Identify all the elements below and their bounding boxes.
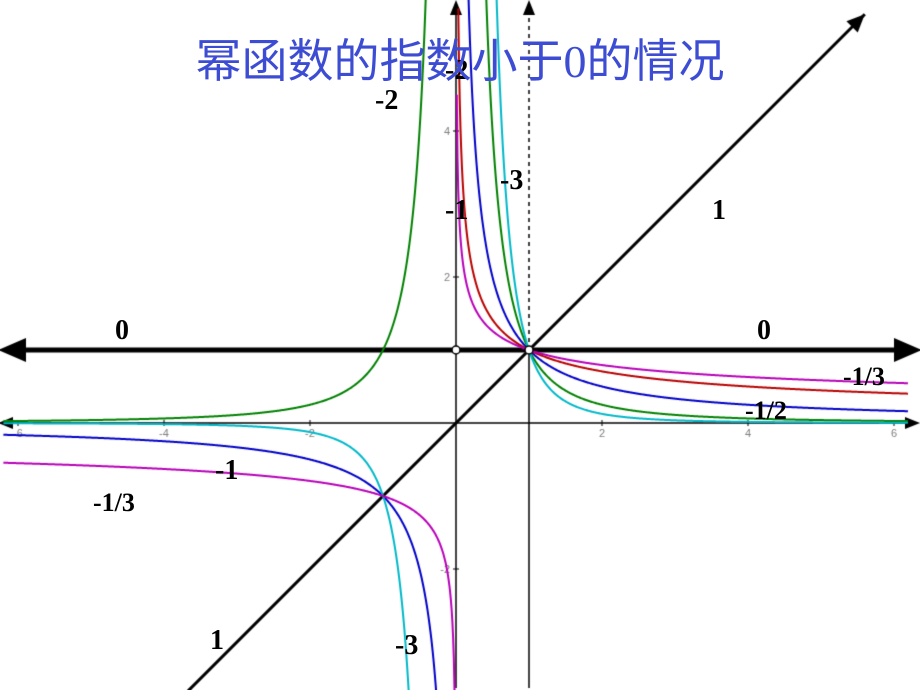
curve-label: 0 <box>115 315 129 347</box>
curve-label: 1 <box>210 625 224 657</box>
curve-label: -1 <box>215 455 238 487</box>
curve-label: -3 <box>395 630 418 662</box>
curve-label: -1/3 <box>93 488 135 518</box>
curve-label: 1 <box>712 195 726 227</box>
curve-label: -3 <box>500 165 523 197</box>
curve-label: 0 <box>757 315 771 347</box>
curve-label: -1/3 <box>843 362 885 392</box>
chart-container: 幂函数的指数小于0的情况 -2-2-3-1100-1/3-1/2-1-1/31-… <box>0 0 920 690</box>
curve-label: -1 <box>445 195 468 227</box>
curve-label: -1/2 <box>745 396 787 426</box>
chart-canvas <box>0 0 920 690</box>
chart-title: 幂函数的指数小于0的情况 <box>0 25 920 91</box>
